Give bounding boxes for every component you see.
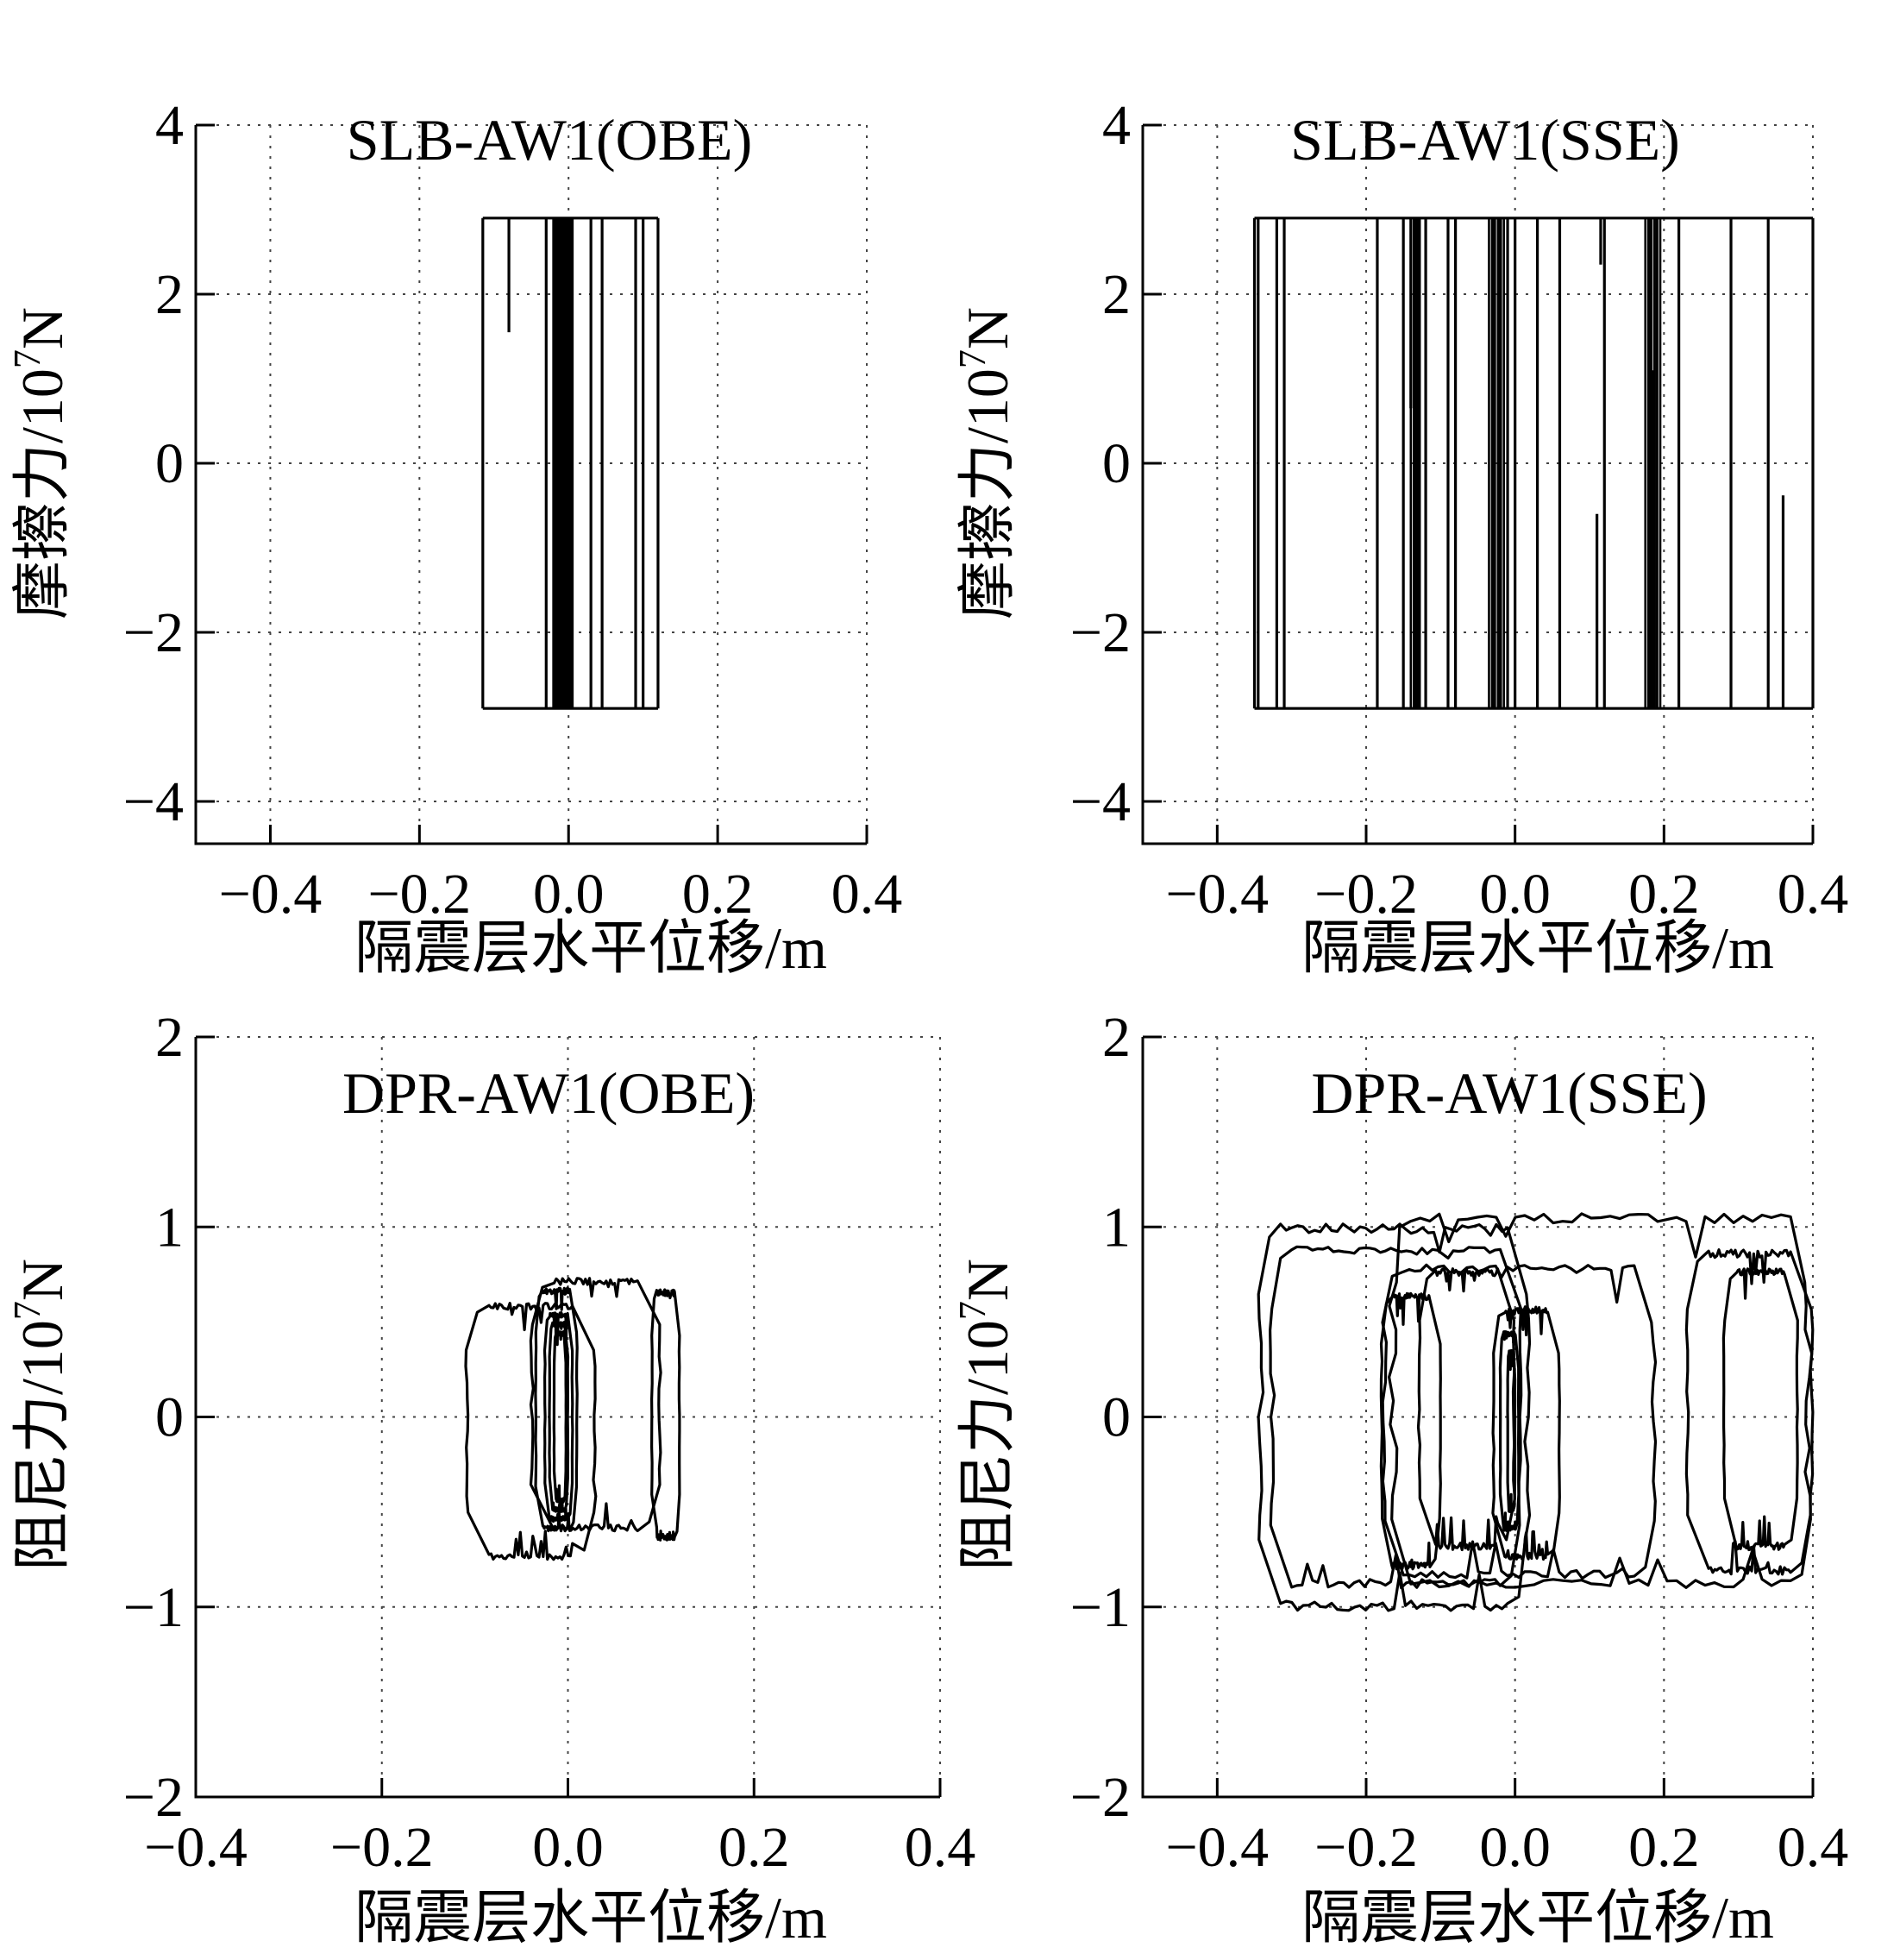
- y-tick-label: −1: [123, 1576, 184, 1639]
- y-tick-label: 2: [1102, 263, 1131, 326]
- y-tick-label: 0: [1102, 1386, 1131, 1449]
- hysteresis-loop: [1721, 1267, 1799, 1552]
- axes-frame: [194, 125, 867, 845]
- x-tick-label: 0.0: [532, 1816, 604, 1879]
- y-axis-label: 阻尼力/107N: [6, 1259, 75, 1571]
- axes-frame: [1141, 125, 1813, 845]
- x-tick-label: 0.0: [533, 863, 605, 926]
- hysteresis-loop: [1388, 1212, 1814, 1589]
- x-axis-label: 隔震层水平位移/m: [354, 915, 827, 981]
- x-tick-label: −0.2: [1314, 1816, 1418, 1879]
- y-tick-label: 0: [155, 432, 184, 495]
- x-tick-label: −0.2: [367, 863, 471, 926]
- x-tick-label: −0.4: [219, 863, 323, 926]
- x-tick-label: 0.0: [1479, 1816, 1551, 1879]
- x-tick-label: 0.2: [718, 1816, 790, 1879]
- x-tick-label: 0.0: [1479, 863, 1551, 926]
- hysteresis-loop: [1257, 1222, 1532, 1612]
- chart-title: SLB-AW1(SSE): [1290, 107, 1680, 173]
- y-axis-label-main: 阻尼力/10: [955, 1320, 1020, 1571]
- y-tick-label: 1: [155, 1196, 184, 1259]
- y-tick-label: −4: [1070, 770, 1131, 833]
- y-axis-label-main: 摩擦力/10: [955, 368, 1020, 619]
- hysteresis-loop: [1379, 1291, 1442, 1571]
- y-axis-label-unit: N: [9, 1259, 75, 1301]
- y-tick-label: −2: [1070, 1766, 1131, 1829]
- x-tick-label: 0.4: [1778, 1816, 1849, 1879]
- x-tick-label: −0.4: [144, 1816, 248, 1879]
- hysteresis-loop: [464, 1301, 598, 1561]
- y-axis-label-exponent: 7: [951, 349, 994, 368]
- y-tick-label: 0: [155, 1386, 184, 1449]
- y-axis-label-main: 阻尼力/10: [9, 1320, 75, 1571]
- x-axis-label: 隔震层水平位移/m: [1301, 1885, 1774, 1951]
- y-axis-label-exponent: 7: [6, 1301, 48, 1320]
- y-tick-label: −2: [123, 601, 184, 664]
- hysteresis-loop: [1416, 1267, 1516, 1552]
- hysteresis-loop: [552, 1329, 567, 1505]
- y-axis-label: 阻尼力/107N: [951, 1259, 1020, 1571]
- y-tick-label: −2: [1070, 601, 1131, 664]
- y-tick-label: 0: [1102, 432, 1131, 495]
- y-axis-label: 摩擦力/107N: [6, 307, 75, 619]
- x-tick-label: 0.2: [682, 863, 754, 926]
- panel-dpr-obe: −0.4 −0.2 0.0 0.2 0.4 2 1 0 −1 −2 DPR-AW1(OBE) 隔震层水…: [6, 1006, 975, 1951]
- x-axis-label: 隔震层水平位移/m: [1301, 915, 1774, 981]
- hysteresis-loop: [542, 1311, 574, 1523]
- x-tick-label: 0.4: [831, 863, 903, 926]
- y-tick-label: 2: [155, 263, 184, 326]
- hysteresis-loop: [534, 1286, 579, 1533]
- y-tick-label: −1: [1070, 1576, 1131, 1639]
- x-tick-label: 0.2: [1628, 1816, 1700, 1879]
- hysteresis-loop: [1684, 1248, 1815, 1576]
- y-tick-label: 2: [155, 1006, 184, 1069]
- x-tick-label: −0.4: [1165, 863, 1269, 926]
- y-tick-label: −4: [123, 770, 184, 833]
- y-axis-label-unit: N: [955, 307, 1020, 349]
- x-tick-label: 0.4: [1778, 863, 1849, 926]
- chart-title: DPR-AW1(OBE): [342, 1060, 755, 1126]
- y-axis-label-unit: N: [9, 307, 75, 349]
- y-tick-label: 4: [1102, 94, 1131, 157]
- panel-dpr-sse: −0.4 −0.2 0.0 0.2 0.4 2 1 0 −1 −2 DPR-AW1(SSE) 隔震层水…: [951, 1006, 1848, 1951]
- y-axis-label-main: 摩擦力/10: [9, 368, 75, 619]
- hysteresis-loop: [1498, 1330, 1521, 1532]
- hysteresis-loop: [1506, 1348, 1517, 1514]
- x-tick-label: 0.4: [905, 1816, 976, 1879]
- panel-slb-sse: −0.4 −0.2 0.0 0.2 0.4 4 2 0 −2 −4 SLB-AW1(SSE) 隔震层水…: [951, 94, 1848, 981]
- x-tick-label: −0.2: [1314, 863, 1418, 926]
- chart-title: DPR-AW1(SSE): [1311, 1060, 1707, 1126]
- y-axis-label-exponent: 7: [951, 1301, 994, 1320]
- y-tick-label: −2: [123, 1766, 184, 1829]
- y-axis-label-unit: N: [955, 1259, 1020, 1301]
- y-axis-label-exponent: 7: [6, 349, 48, 368]
- hysteresis-loop: [1491, 1305, 1561, 1561]
- y-tick-label: 4: [155, 94, 184, 157]
- x-axis-label: 隔震层水平位移/m: [354, 1885, 827, 1951]
- y-axis-label: 摩擦力/107N: [951, 307, 1020, 619]
- x-tick-label: −0.2: [330, 1816, 434, 1879]
- hysteresis-loop: [650, 1288, 681, 1542]
- hysteresis-loop: [1381, 1263, 1658, 1580]
- y-tick-label: 2: [1102, 1006, 1131, 1069]
- x-tick-label: 0.2: [1628, 863, 1700, 926]
- panel-slb-obe: −0.4 −0.2 0.0 0.2 0.4 4 2 0 −2 −4 SLB-AW1(OBE) 隔震层水…: [6, 94, 902, 981]
- chart-title: SLB-AW1(OBE): [347, 107, 753, 173]
- hysteresis-loop: [548, 1320, 570, 1513]
- x-tick-label: −0.4: [1165, 1816, 1269, 1879]
- y-tick-label: 1: [1102, 1196, 1131, 1259]
